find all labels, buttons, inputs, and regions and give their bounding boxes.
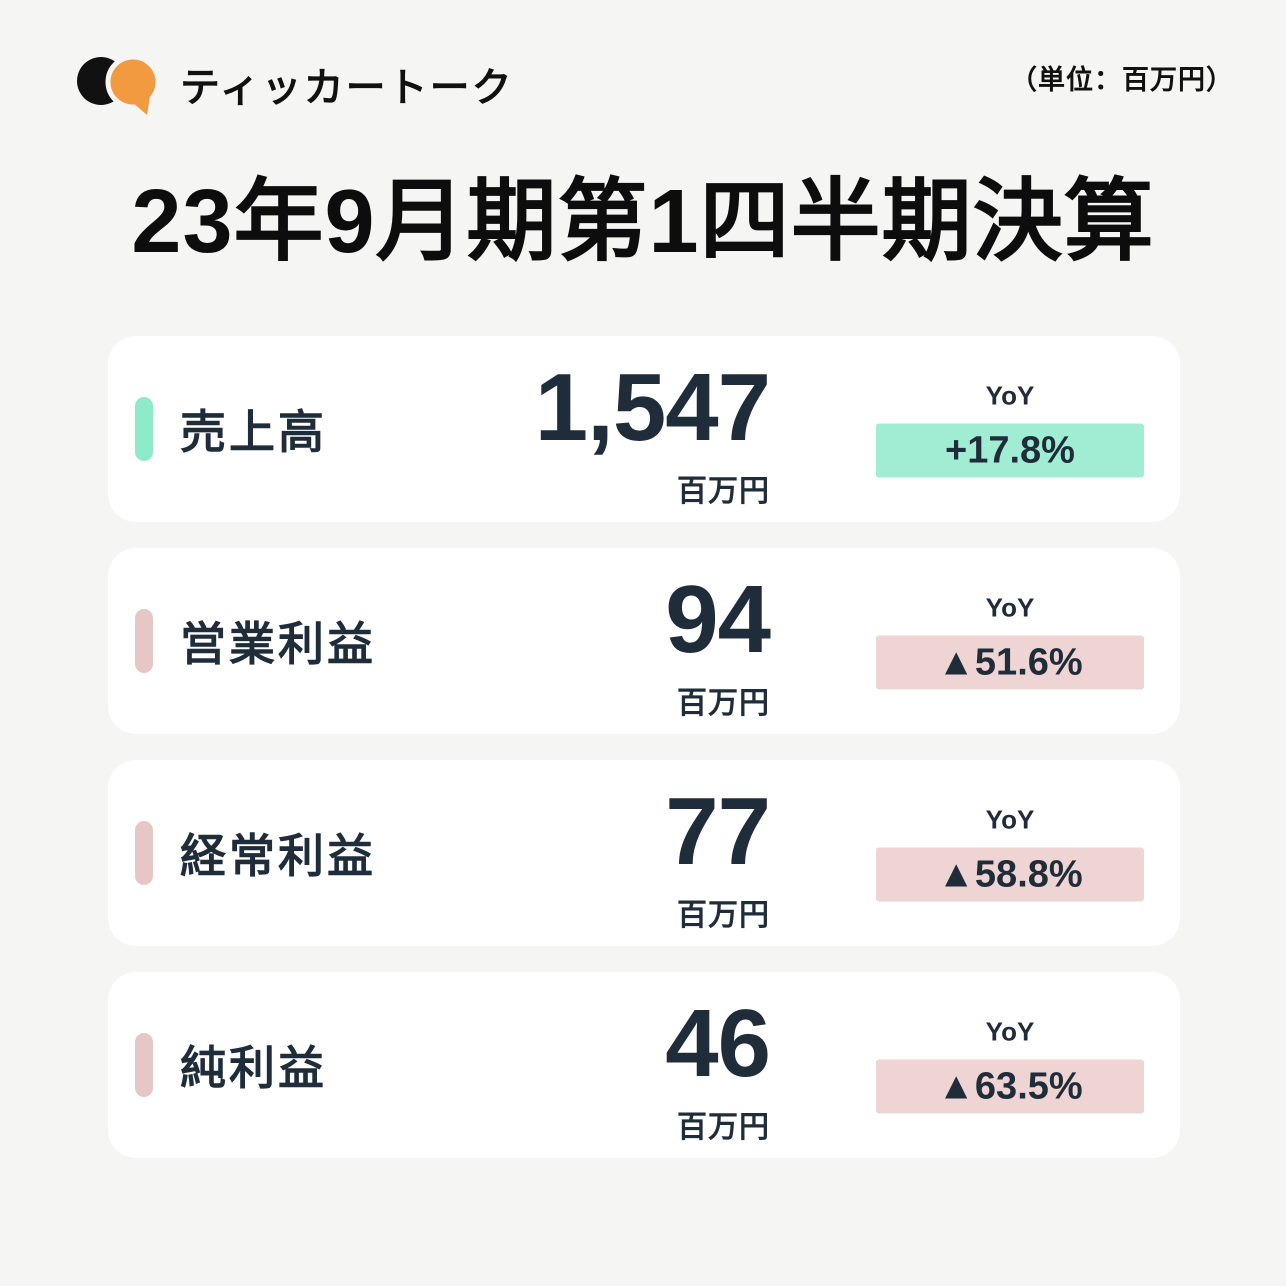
yoy-label: YoY [985, 1016, 1035, 1047]
speech-bubbles-icon [77, 54, 161, 115]
metric-value: 1,547 [534, 354, 771, 461]
yoy-badge: ▲58.8% [876, 847, 1144, 902]
yoy-badge: ▲51.6% [876, 635, 1144, 690]
metric-value-block: 1,547 百万円 [448, 354, 771, 510]
yoy-badge: +17.8% [876, 423, 1144, 478]
accent-bar [135, 609, 153, 673]
yoy-block: YoY +17.8% [876, 381, 1144, 478]
yoy-block: YoY ▲63.5% [876, 1017, 1144, 1114]
logo-text: ティッカートーク [180, 66, 514, 110]
yoy-badge: ▲63.5% [876, 1059, 1144, 1114]
yoy-block: YoY ▲51.6% [876, 593, 1144, 690]
metric-unit: 百万円 [677, 687, 770, 720]
metric-card-net-profit: 純利益 46 百万円 YoY ▲63.5% [108, 972, 1180, 1158]
metric-unit: 百万円 [677, 1111, 770, 1144]
accent-bar [135, 397, 153, 461]
metric-value: 46 [665, 990, 771, 1097]
accent-bar [135, 821, 153, 885]
metric-label: 売上高 [180, 406, 327, 458]
metric-card-sales: 売上高 1,547 百万円 YoY +17.8% [108, 336, 1180, 522]
yoy-label: YoY [985, 592, 1035, 623]
logo: ティッカートーク [76, 52, 514, 116]
yoy-block: YoY ▲58.8% [876, 805, 1144, 902]
unit-note: （単位：百万円） [1010, 65, 1234, 95]
metric-value: 94 [665, 566, 771, 673]
metric-unit: 百万円 [677, 899, 770, 932]
page-title: 23年9月期第1四半期決算 [131, 172, 1155, 272]
metric-value-block: 46 百万円 [448, 990, 771, 1146]
yoy-label: YoY [985, 380, 1035, 411]
metric-label: 純利益 [180, 1042, 327, 1094]
metric-label: 営業利益 [180, 618, 376, 670]
metric-unit: 百万円 [677, 475, 770, 508]
metric-card-ordinary-profit: 経常利益 77 百万円 YoY ▲58.8% [108, 760, 1180, 946]
metric-card-operating-profit: 営業利益 94 百万円 YoY ▲51.6% [108, 548, 1180, 734]
yoy-label: YoY [985, 804, 1035, 835]
metric-value: 77 [665, 778, 771, 885]
metric-label: 経常利益 [180, 830, 376, 882]
metric-cards: 売上高 1,547 百万円 YoY +17.8% 営業利益 94 百万円 YoY… [108, 336, 1180, 1158]
metric-value-block: 77 百万円 [448, 778, 771, 934]
accent-bar [135, 1033, 153, 1097]
metric-value-block: 94 百万円 [448, 566, 771, 722]
